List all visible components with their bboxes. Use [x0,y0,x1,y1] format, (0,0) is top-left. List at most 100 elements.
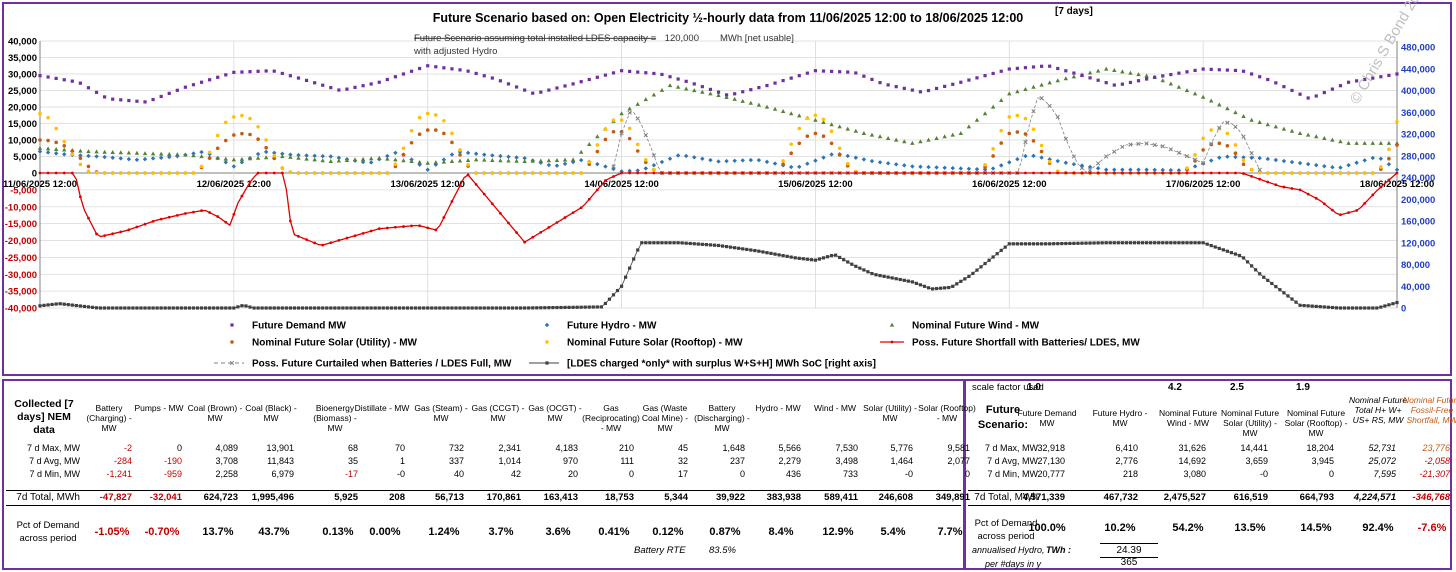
data-point [667,156,673,161]
data-point [858,266,862,270]
left-total-label: 7d Total, MWh [16,492,80,503]
data-point [127,306,131,310]
data-point [215,155,220,160]
data-point [466,306,470,310]
data-point [46,115,50,120]
left-cell: 11,843 [267,456,294,466]
data-point [38,304,42,308]
data-point [1023,66,1028,70]
data-point [539,306,543,310]
data-point [696,242,700,246]
data-point [1039,155,1044,160]
data-point [991,171,995,175]
data-point [1274,284,1278,289]
data-point [676,171,680,175]
data-point [103,234,107,238]
data-point [805,134,810,138]
data-point [1330,165,1335,170]
data-point [37,145,43,150]
left-cell: -0 [904,469,913,479]
left-cell: 5,566 [778,443,801,453]
data-point [199,149,204,155]
data-point [272,150,277,156]
right-cell: -0 [1259,469,1268,479]
data-point [1100,241,1104,245]
data-point [967,274,971,278]
data-point [442,216,446,219]
data-point [546,158,552,163]
left-total-cell: 163,413 [543,492,578,503]
data-point [1035,242,1040,246]
data-point [1104,66,1109,71]
data-point [599,305,603,309]
data-point [1375,306,1379,310]
data-point [1370,171,1375,175]
data-point [1363,201,1367,205]
left-cell: 4,089 [215,443,238,453]
data-point [240,131,244,136]
data-point [620,171,623,175]
data-point [611,129,616,134]
data-point [866,270,870,274]
data-point [110,155,115,160]
data-point [1297,131,1303,135]
data-point [191,171,196,175]
data-point [906,279,910,283]
data-point [1192,164,1198,169]
data-point [886,83,890,87]
legend-item: Nominal Future Solar (Utility) - MW [230,338,418,349]
data-point [385,156,390,161]
data-point [821,155,826,160]
data-point [1314,162,1319,168]
data-point [1193,241,1197,245]
data-point [530,158,535,163]
right-axis-ticks: 480,000 440,000 400,000 360,000 320,000 280,0… [1401,43,1435,315]
data-point [885,135,891,140]
data-point [425,128,430,132]
data-point [167,91,171,95]
data-point [1274,183,1278,187]
data-point [983,171,987,175]
chart-series [37,64,1400,310]
left-cell: 70 [394,443,405,453]
data-point [454,306,458,310]
data-point [1056,242,1060,246]
data-point [514,158,519,163]
data-point [482,157,487,162]
data-point [1176,168,1182,173]
x-tick-label: 14/06/2025 12:00 [584,179,658,190]
data-point [834,253,838,257]
left-cell: 9,581 [947,443,970,453]
data-point [434,306,438,310]
data-point [158,151,164,156]
data-point [926,88,931,93]
data-point [1068,241,1072,246]
data-point [490,202,494,206]
data-point [1088,76,1092,80]
data-point [1302,303,1306,308]
data-point [1128,167,1133,172]
data-point [1225,171,1229,175]
data-point [1209,128,1214,132]
data-point [729,245,733,249]
data-point [603,164,608,169]
data-point [465,157,471,162]
left-tick-label: 20,000 [8,103,37,114]
right-pct-cell: -7.6% [1417,522,1447,534]
data-point [373,306,377,310]
data-point [772,161,778,166]
data-point [139,306,143,310]
data-point [1056,171,1060,175]
data-point [143,171,147,175]
left-col-header: Battery (Discharging) - MW [694,403,750,433]
data-point [1128,80,1133,85]
data-point [389,306,393,310]
data-point [628,171,632,175]
data-point [397,306,402,310]
left-pct-cell: 43.7% [258,526,290,538]
data-point [175,306,179,310]
data-point [135,171,139,175]
data-point [829,152,834,157]
data-point [571,211,575,215]
data-point [890,276,894,280]
